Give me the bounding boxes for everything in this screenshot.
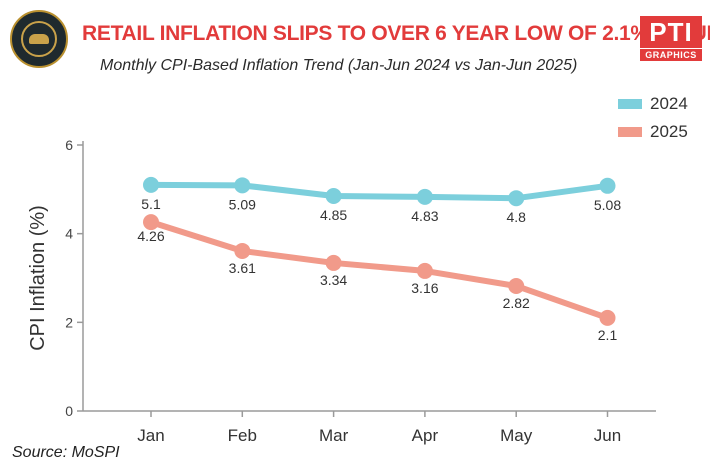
data-label-2025: 4.26 — [137, 228, 164, 244]
data-point-2024 — [325, 187, 342, 204]
data-point-2025 — [508, 277, 525, 294]
series-line-2024 — [148, 181, 611, 202]
data-point-2025 — [143, 214, 159, 231]
data-point-2025 — [416, 262, 433, 279]
data-label-2024: 5.09 — [229, 196, 256, 212]
data-label-2025: 2.82 — [503, 295, 530, 311]
data-label-2024: 5.1 — [141, 196, 161, 212]
x-tick-label: Jun — [594, 426, 621, 445]
pti-logo-text: PTI — [640, 16, 702, 48]
source-note: Source: MoSPI — [12, 444, 120, 461]
data-label-2024: 4.8 — [506, 209, 526, 225]
legend-swatch-2025 — [618, 127, 642, 137]
data-label-2025: 3.61 — [229, 260, 256, 276]
chart-legend: 2024 2025 — [618, 90, 688, 146]
y-tick-label: 6 — [65, 137, 73, 153]
data-label-2024: 4.85 — [320, 207, 347, 223]
data-point-2025 — [234, 242, 251, 259]
legend-swatch-2024 — [618, 99, 642, 109]
y-tick-label: 2 — [65, 314, 73, 330]
x-tick-label: Feb — [228, 426, 257, 445]
x-tick-label: May — [500, 426, 533, 445]
rbi-logo-emblem — [29, 34, 49, 44]
data-point-2024 — [234, 177, 251, 194]
series-line-2025 — [148, 219, 611, 321]
data-label-2024: 4.83 — [411, 208, 438, 224]
data-point-2024 — [508, 190, 525, 207]
legend-item-2024: 2024 — [618, 90, 688, 118]
y-tick-label: 0 — [65, 403, 73, 419]
legend-label-2025: 2025 — [650, 122, 688, 141]
chart-title: RETAIL INFLATION SLIPS TO OVER 6 YEAR LO… — [82, 22, 710, 45]
data-point-2025 — [599, 309, 616, 326]
rbi-logo-ring — [21, 21, 57, 57]
pti-logo-subtext: GRAPHICS — [640, 49, 702, 61]
legend-label-2024: 2024 — [650, 94, 688, 113]
x-tick-label: Apr — [412, 426, 439, 445]
rbi-logo — [10, 10, 68, 68]
data-point-2024 — [599, 177, 616, 194]
legend-item-2025: 2025 — [618, 118, 688, 146]
data-label-2025: 3.34 — [320, 272, 347, 288]
data-point-2024 — [143, 176, 159, 193]
pti-graphics-logo: PTI GRAPHICS — [640, 16, 702, 62]
data-label-2025: 2.1 — [598, 327, 618, 343]
x-tick-label: Jan — [137, 426, 164, 445]
x-tick-label: Mar — [319, 426, 349, 445]
data-label-2025: 3.16 — [411, 280, 438, 296]
chart-subtitle: Monthly CPI-Based Inflation Trend (Jan-J… — [100, 57, 578, 74]
y-tick-label: 4 — [65, 226, 73, 242]
y-axis-label: CPI Inflation (%) — [27, 205, 49, 351]
data-point-2024 — [416, 188, 433, 205]
data-label-2024: 5.08 — [594, 197, 621, 213]
data-point-2025 — [325, 254, 342, 271]
